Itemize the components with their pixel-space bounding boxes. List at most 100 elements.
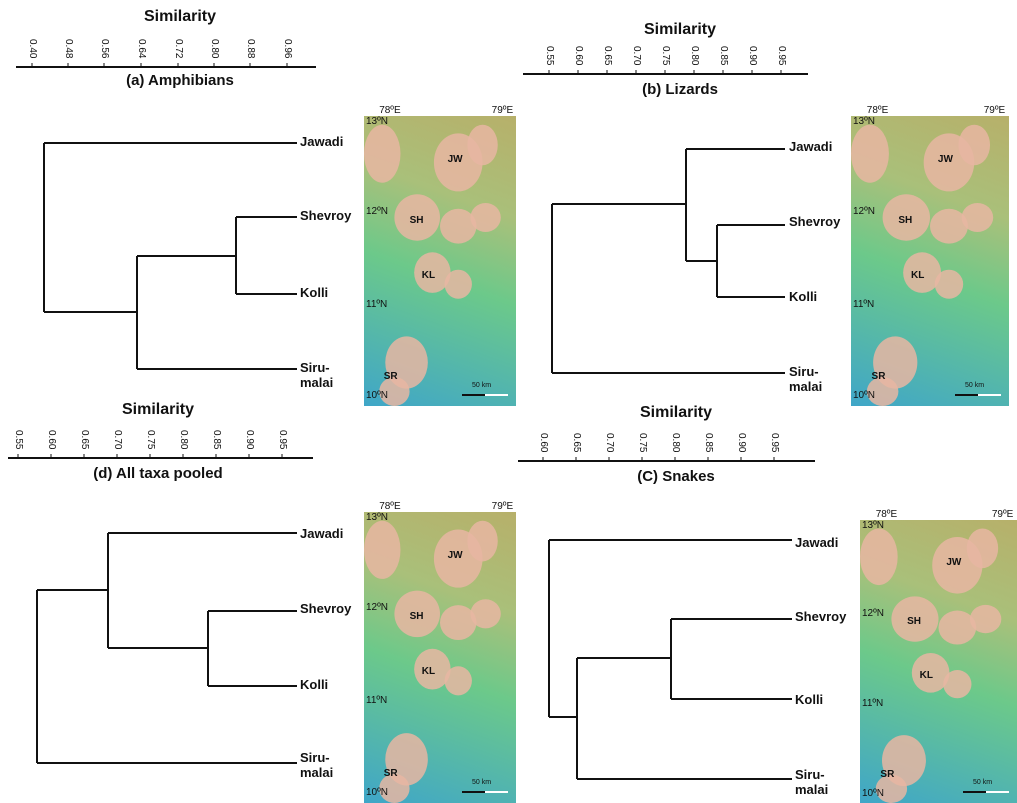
longitude-label: 79ºE xyxy=(491,501,514,512)
hill-region xyxy=(969,604,1002,634)
hill-region xyxy=(385,733,428,786)
scale-label: 50 km xyxy=(472,779,492,786)
hill-region xyxy=(385,336,428,389)
latitude-label: 11ºN xyxy=(366,298,388,310)
hill-blobs xyxy=(364,520,501,803)
latitude-label: 12ºN xyxy=(366,602,388,614)
panel-title: (a) Amphibians xyxy=(126,72,234,89)
hill-blobs xyxy=(860,528,1002,803)
hill-region xyxy=(930,208,968,244)
site-label: JW xyxy=(937,153,953,165)
topographic-map: JW SH KL SR 13ºN 12ºN 11ºN 10ºN 50 km xyxy=(364,512,516,803)
hill-region xyxy=(467,520,498,562)
hill-region xyxy=(961,203,994,232)
site-label: KL xyxy=(919,669,933,681)
latitude-label: 13ºN xyxy=(862,520,884,531)
leaf-shevroy: Shevroy xyxy=(789,214,841,229)
site-label: SR xyxy=(880,769,895,781)
latitude-label: 11ºN xyxy=(366,695,388,707)
latitude-label: 12ºN xyxy=(366,205,388,217)
hill-region xyxy=(943,669,972,699)
site-label: SR xyxy=(383,371,398,383)
hill-region xyxy=(414,648,451,690)
hill-region xyxy=(414,252,451,293)
panel-title: (C) Snakes xyxy=(637,468,715,485)
hill-region xyxy=(851,124,889,183)
leaf-shevroy: Shevroy xyxy=(300,601,352,616)
scale-bar xyxy=(963,791,1009,793)
hill-region xyxy=(470,203,501,232)
scale-bar xyxy=(462,394,508,396)
hill-region xyxy=(934,269,964,299)
panel-title: (d) All taxa pooled xyxy=(93,465,223,482)
hill-region xyxy=(394,590,440,638)
latitude-label: 12ºN xyxy=(862,607,884,619)
hill-region xyxy=(938,610,977,645)
hill-region xyxy=(903,252,942,293)
hill-region xyxy=(379,377,410,406)
axis-title: Similarity xyxy=(121,401,195,418)
leaf-kolli: Kolli xyxy=(795,692,824,707)
topographic-map: JW SH KL SR 13ºN 12ºN 11ºN 10ºN 50 km xyxy=(860,520,1017,803)
scale-bar xyxy=(462,791,508,793)
site-label: KL xyxy=(421,269,436,281)
scale-label: 50 km xyxy=(973,779,993,786)
hill-region xyxy=(881,735,926,787)
leaf-shevroy: Shevroy xyxy=(300,208,352,223)
site-label: JW xyxy=(447,153,463,165)
latitude-label: 13ºN xyxy=(853,116,875,127)
hill-blobs xyxy=(364,124,501,406)
hill-blobs xyxy=(851,124,994,406)
leaf-sirumalai: Siru- malai xyxy=(795,767,829,797)
latitude-label: 11ºN xyxy=(853,298,875,310)
hill-region xyxy=(860,528,898,586)
leaf-kolli: Kolli xyxy=(789,289,818,304)
hill-region xyxy=(470,599,501,629)
leaf-shevroy: Shevroy xyxy=(795,609,847,624)
panel-title: (b) Lizards xyxy=(642,81,718,98)
longitude-label: 79ºE xyxy=(991,509,1014,520)
latitude-label: 10ºN xyxy=(853,390,875,402)
latitude-label: 13ºN xyxy=(366,512,388,523)
leaf-sirumalai: Siru- malai xyxy=(300,750,334,780)
hill-region xyxy=(394,194,440,241)
site-label: SH xyxy=(898,214,913,226)
hill-region xyxy=(966,528,999,569)
leaf-jawadi: Jawadi xyxy=(300,526,344,541)
site-label: SH xyxy=(907,616,921,628)
leaf-sirumalai: Siru- malai xyxy=(789,364,823,394)
hill-region xyxy=(379,773,410,803)
hill-region xyxy=(958,124,991,166)
longitude-label: 78ºE xyxy=(379,501,401,512)
leaf-jawadi: Jawadi xyxy=(789,139,833,154)
site-label: SH xyxy=(409,214,424,226)
leaf-kolli: Kolli xyxy=(300,677,329,692)
latitude-label: 10ºN xyxy=(366,787,388,799)
leaf-kolli: Kolli xyxy=(300,285,329,300)
hill-region xyxy=(440,208,477,244)
scale-label: 50 km xyxy=(472,382,492,389)
axis-title: Similarity xyxy=(639,404,713,421)
hill-region xyxy=(440,605,477,641)
latitude-label: 13ºN xyxy=(366,116,388,127)
hill-region xyxy=(911,653,950,693)
hill-region xyxy=(875,774,908,803)
site-label: JW xyxy=(447,549,463,561)
hill-region xyxy=(364,124,401,183)
longitude-label: 78ºE xyxy=(866,105,889,116)
site-label: SR xyxy=(871,371,886,383)
site-label: SH xyxy=(409,610,424,622)
hill-region xyxy=(364,520,401,579)
hill-region xyxy=(467,124,498,166)
site-label: JW xyxy=(946,556,962,568)
leaf-jawadi: Jawadi xyxy=(300,134,344,149)
latitude-label: 11ºN xyxy=(862,698,884,710)
latitude-label: 10ºN xyxy=(366,390,388,402)
site-label: SR xyxy=(383,768,398,780)
hill-region xyxy=(444,666,472,696)
hill-region xyxy=(873,336,918,389)
